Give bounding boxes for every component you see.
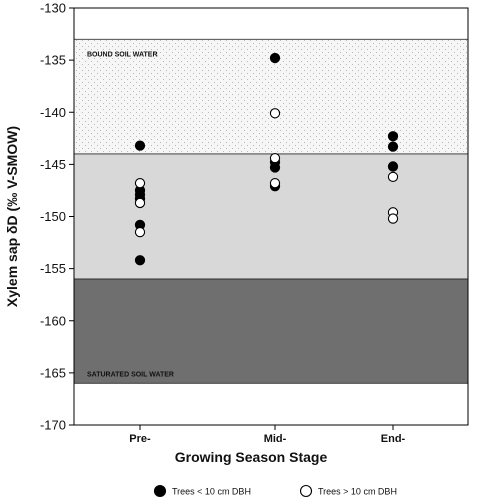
y-tick-label: -160 xyxy=(40,313,66,328)
open-point-0 xyxy=(134,177,146,189)
filled-point-12 xyxy=(387,161,399,172)
x-category-label: Mid- xyxy=(264,433,287,445)
filled-point-0 xyxy=(134,140,146,151)
x-axis: Pre- Mid- End- xyxy=(129,425,406,445)
open-point-5 xyxy=(269,177,281,189)
bands-layer: BOUND SOIL WATER SATURATED SOIL WATER xyxy=(73,38,469,384)
x-category-label: End- xyxy=(381,433,406,445)
legend-marker-1 xyxy=(299,484,313,498)
filled-point-5 xyxy=(134,255,146,266)
legend: Trees < 10 cm DBH Trees > 10 cm DBH xyxy=(153,484,397,498)
filled-point-10 xyxy=(387,131,399,142)
x-axis-title: Growing Season Stage xyxy=(175,449,328,465)
filled-point-8 xyxy=(269,162,281,173)
open-point-3 xyxy=(269,108,281,119)
band-label-2: SATURATED SOIL WATER xyxy=(87,371,174,378)
y-axis-title: Xylem sap δD (‰ V-SMOW) xyxy=(4,126,20,307)
data-points-layer xyxy=(134,52,399,266)
x-category-label: Pre- xyxy=(129,433,151,445)
open-point-2 xyxy=(134,226,146,238)
band-1 xyxy=(73,153,469,280)
y-tick-label: -170 xyxy=(40,418,66,433)
y-axis: -130 -135 -140 -145 -150 -155 -160 -165 -170 xyxy=(40,1,74,433)
legend-label-0: Trees < 10 cm DBH xyxy=(172,487,251,497)
y-tick-label: -130 xyxy=(40,1,66,16)
y-tick-label: -135 xyxy=(40,53,66,68)
legend-marker-0 xyxy=(153,484,167,498)
open-point-4 xyxy=(269,152,281,164)
y-tick-label: -140 xyxy=(40,105,66,120)
band-label-0: BOUND SOIL WATER xyxy=(87,51,158,58)
y-tick-label: -165 xyxy=(40,365,66,380)
filled-point-11 xyxy=(387,141,399,152)
y-tick-label: -155 xyxy=(40,261,66,276)
legend-label-1: Trees > 10 cm DBH xyxy=(318,487,397,497)
filled-point-6 xyxy=(269,52,281,64)
y-tick-label: -145 xyxy=(40,157,66,172)
open-point-8 xyxy=(387,213,399,224)
band-2 xyxy=(73,278,469,384)
open-point-6 xyxy=(387,171,399,183)
y-tick-label: -150 xyxy=(40,209,66,224)
open-point-1 xyxy=(134,197,146,209)
